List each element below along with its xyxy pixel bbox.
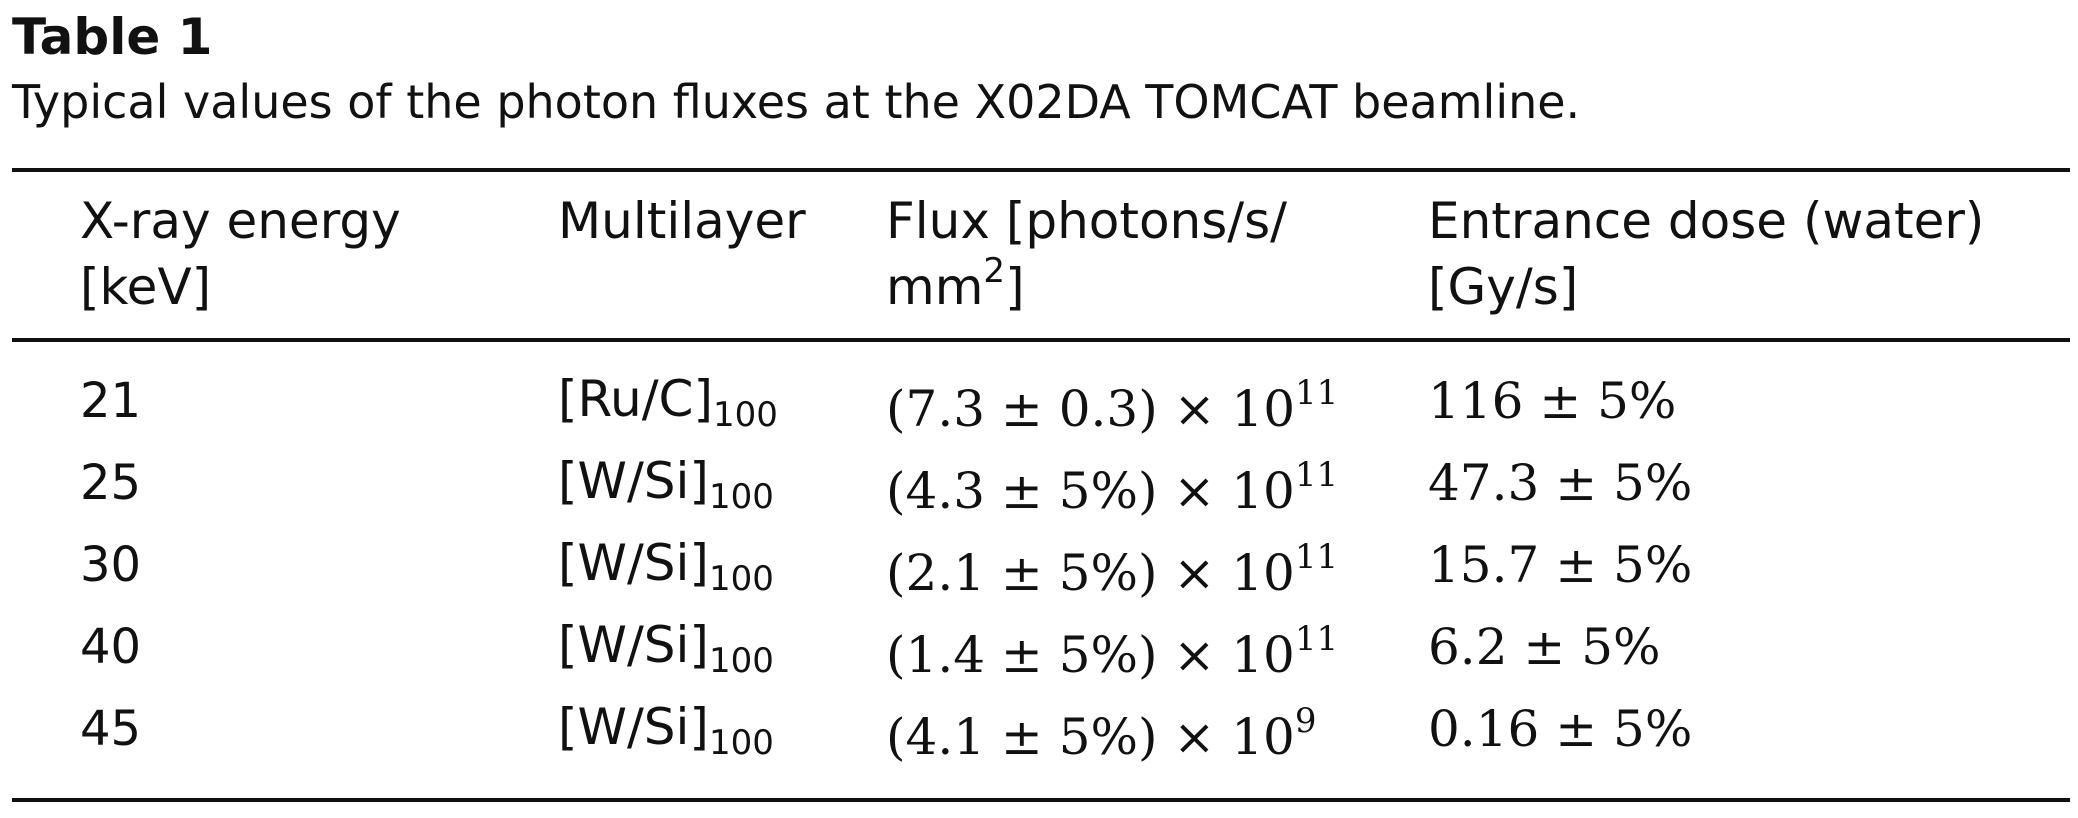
header-energy-line2: [keV] bbox=[80, 258, 212, 316]
multilayer-name: [W/Si] bbox=[558, 616, 709, 674]
table-row: 21 [Ru/C]100 (7.3 ± 0.3) × 1011 116 ± 5% bbox=[0, 362, 2078, 444]
cell-dose: 6.2 ± 5% bbox=[1428, 618, 1661, 676]
table-bottom-rule bbox=[12, 798, 2070, 802]
multilayer-periods: 100 bbox=[708, 723, 774, 763]
flux-value: (2.1 ± 5%) × 10 bbox=[886, 544, 1295, 602]
cell-flux: (4.3 ± 5%) × 1011 bbox=[886, 456, 1338, 526]
table-header-rule bbox=[12, 338, 2070, 342]
header-flux-bracket: ] bbox=[1005, 258, 1025, 316]
table-caption: Typical values of the photon fluxes at t… bbox=[12, 75, 1581, 129]
flux-value: (1.4 ± 5%) × 10 bbox=[886, 626, 1295, 684]
cell-multilayer: [W/Si]100 bbox=[558, 610, 774, 680]
flux-value: (7.3 ± 0.3) × 10 bbox=[886, 380, 1296, 438]
flux-exponent: 11 bbox=[1295, 373, 1339, 413]
cell-multilayer: [W/Si]100 bbox=[558, 446, 774, 516]
cell-multilayer: [Ru/C]100 bbox=[558, 364, 778, 434]
multilayer-periods: 100 bbox=[712, 395, 778, 435]
flux-exponent: 11 bbox=[1294, 455, 1339, 495]
header-energy-line1: X-ray energy bbox=[80, 192, 401, 250]
multilayer-name: [W/Si] bbox=[558, 698, 709, 756]
cell-multilayer: [W/Si]100 bbox=[558, 528, 774, 598]
header-dose: Entrance dose (water) [Gy/s] bbox=[1428, 188, 1984, 320]
header-flux: Flux [photons/s/ mm2] bbox=[886, 188, 1287, 320]
multilayer-periods: 100 bbox=[708, 559, 774, 599]
multilayer-name: [W/Si] bbox=[558, 452, 709, 510]
multilayer-name: [W/Si] bbox=[558, 534, 709, 592]
cell-flux: (2.1 ± 5%) × 1011 bbox=[886, 538, 1338, 608]
cell-multilayer: [W/Si]100 bbox=[558, 692, 774, 762]
cell-flux: (4.1 ± 5%) × 109 bbox=[886, 702, 1316, 772]
multilayer-periods: 100 bbox=[708, 477, 774, 517]
table-row: 45 [W/Si]100 (4.1 ± 5%) × 109 0.16 ± 5% bbox=[0, 690, 2078, 772]
header-dose-line1: Entrance dose (water) bbox=[1428, 192, 1985, 250]
header-flux-line1: Flux [photons/s/ bbox=[886, 192, 1288, 250]
flux-exponent: 11 bbox=[1294, 537, 1339, 577]
cell-flux: (7.3 ± 0.3) × 1011 bbox=[886, 374, 1338, 444]
multilayer-name: [Ru/C] bbox=[558, 370, 713, 428]
cell-energy: 21 bbox=[80, 373, 142, 429]
header-flux-unit: mm bbox=[886, 258, 984, 316]
cell-flux: (1.4 ± 5%) × 1011 bbox=[886, 620, 1338, 690]
table-label: Table 1 bbox=[12, 8, 213, 66]
cell-dose: 47.3 ± 5% bbox=[1428, 454, 1693, 512]
header-energy: X-ray energy [keV] bbox=[80, 188, 401, 320]
cell-energy: 25 bbox=[80, 455, 142, 511]
cell-dose: 15.7 ± 5% bbox=[1428, 536, 1693, 594]
flux-exponent: 11 bbox=[1294, 619, 1339, 659]
header-multilayer: Multilayer bbox=[558, 188, 806, 254]
cell-energy: 40 bbox=[80, 619, 142, 675]
header-multilayer-line1: Multilayer bbox=[558, 192, 806, 250]
table-row: 40 [W/Si]100 (1.4 ± 5%) × 1011 6.2 ± 5% bbox=[0, 608, 2078, 690]
cell-dose: 116 ± 5% bbox=[1428, 372, 1677, 430]
multilayer-periods: 100 bbox=[708, 641, 774, 681]
table-row: 25 [W/Si]100 (4.3 ± 5%) × 1011 47.3 ± 5% bbox=[0, 444, 2078, 526]
header-flux-line2: mm2] bbox=[886, 254, 1287, 320]
header-dose-line2: [Gy/s] bbox=[1428, 258, 1579, 316]
table-top-rule bbox=[12, 168, 2070, 172]
header-flux-unit-exponent: 2 bbox=[983, 251, 1006, 291]
cell-dose: 0.16 ± 5% bbox=[1428, 700, 1693, 758]
flux-exponent: 9 bbox=[1294, 701, 1317, 741]
cell-energy: 30 bbox=[80, 537, 142, 593]
table-row: 30 [W/Si]100 (2.1 ± 5%) × 1011 15.7 ± 5% bbox=[0, 526, 2078, 608]
cell-energy: 45 bbox=[80, 701, 142, 757]
flux-value: (4.3 ± 5%) × 10 bbox=[886, 462, 1295, 520]
flux-value: (4.1 ± 5%) × 10 bbox=[886, 708, 1295, 766]
